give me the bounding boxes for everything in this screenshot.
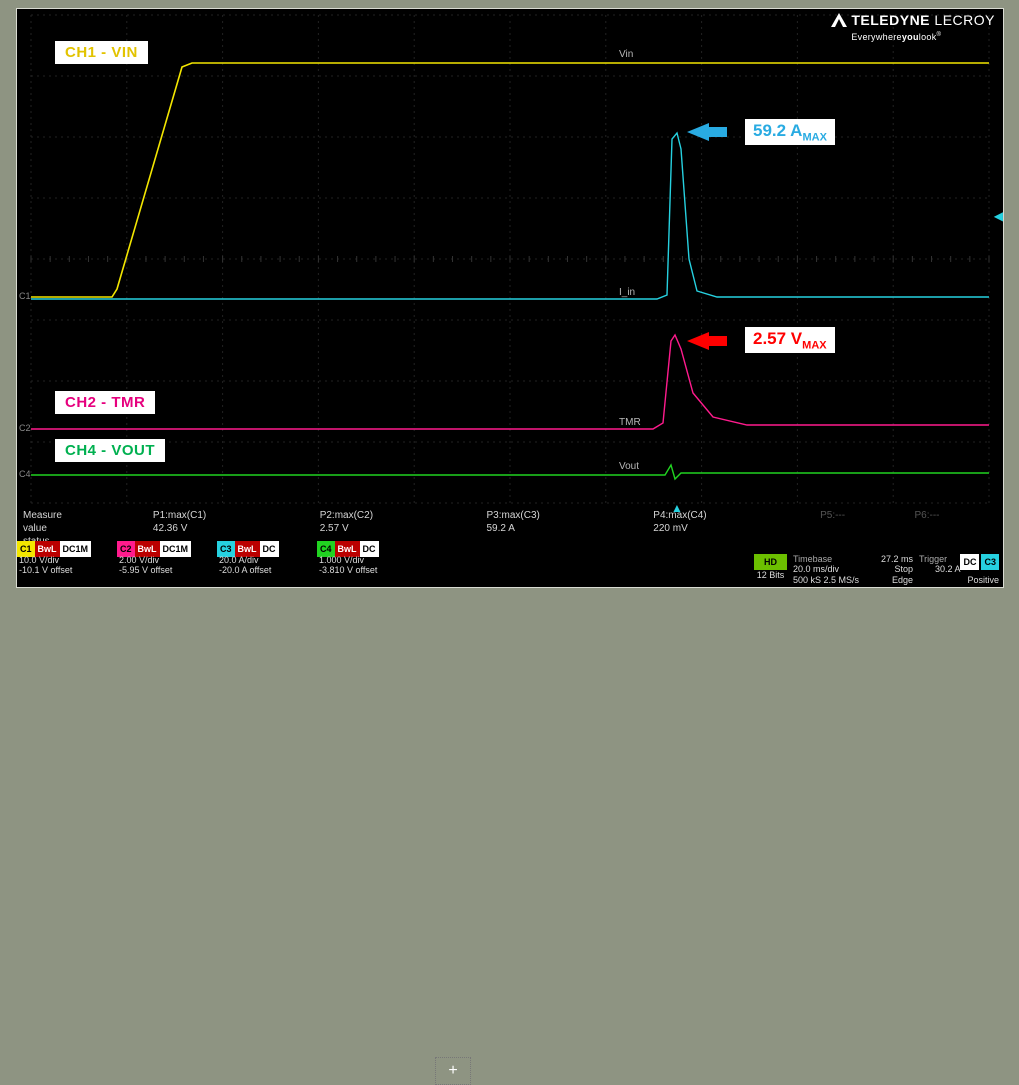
arrow-current-tail [707,127,727,137]
hd-box: HD 12 Bits [754,554,787,585]
ch-marker-c2: C2 [19,423,31,433]
traces [17,9,1003,509]
trigger-box: Trigger C3 DC 30.2 A Positive [919,554,999,585]
arrow-current-icon [687,123,709,141]
channel-settings-row: C1BwLDC1M10.0 V/div-10.1 V offsetC2BwLDC… [17,549,417,567]
channel-box-c3[interactable]: C3BwLDC20.0 A/div-20.0 A offset [217,541,315,575]
measurement-panel: MeasureP1:max(C1)P2:max(C2)P3:max(C3)P4:… [17,509,1003,587]
ch-marker-c4: C4 [19,469,31,479]
ch1-label: CH1 - VIN [55,41,148,64]
trace-tag-vin: Vin [619,49,633,60]
channel-box-c1[interactable]: C1BwLDC1M10.0 V/div-10.1 V offset [17,541,115,575]
trace-tag-vout: Vout [619,461,639,472]
trigger-level-icon: ◀ [994,209,1003,223]
annotation-current-max: 59.2 AMAX [745,119,835,145]
trace-tag-iin: I_in [619,287,635,298]
ch4-label: CH4 - VOUT [55,439,165,462]
table-row: MeasureP1:max(C1)P2:max(C2)P3:max(C3)P4:… [17,509,1003,522]
add-measure-button[interactable]: + [435,1057,471,1085]
arrow-voltage-icon [687,332,709,350]
oscilloscope-frame: TELEDYNE LECROY Everywhereyoulook® CH1 -… [16,8,1004,588]
arrow-voltage-tail [707,336,727,346]
logo-icon [831,13,847,27]
brand-logo: TELEDYNE LECROY Everywhereyoulook® [831,13,995,44]
table-row: value42.36 V2.57 V59.2 A220 mV [17,522,1003,535]
timebase-box: Timebase 27.2 ms 20.0 ms/div Stop 500 kS… [793,554,913,585]
ch-marker-c1: C1 [19,291,31,301]
trace-tag-tmr: TMR [619,417,641,428]
right-status: HD 12 Bits Timebase 27.2 ms 20.0 ms/div … [754,554,999,585]
channel-box-c4[interactable]: C4BwLDC1.000 V/div-3.810 V offset [317,541,415,575]
annotation-voltage-max: 2.57 VMAX [745,327,835,353]
channel-box-c2[interactable]: C2BwLDC1M2.00 V/div-5.95 V offset [117,541,215,575]
page: TELEDYNE LECROY Everywhereyoulook® CH1 -… [0,0,1019,595]
waveform-area: TELEDYNE LECROY Everywhereyoulook® CH1 -… [17,9,1003,509]
ch2-label: CH2 - TMR [55,391,155,414]
